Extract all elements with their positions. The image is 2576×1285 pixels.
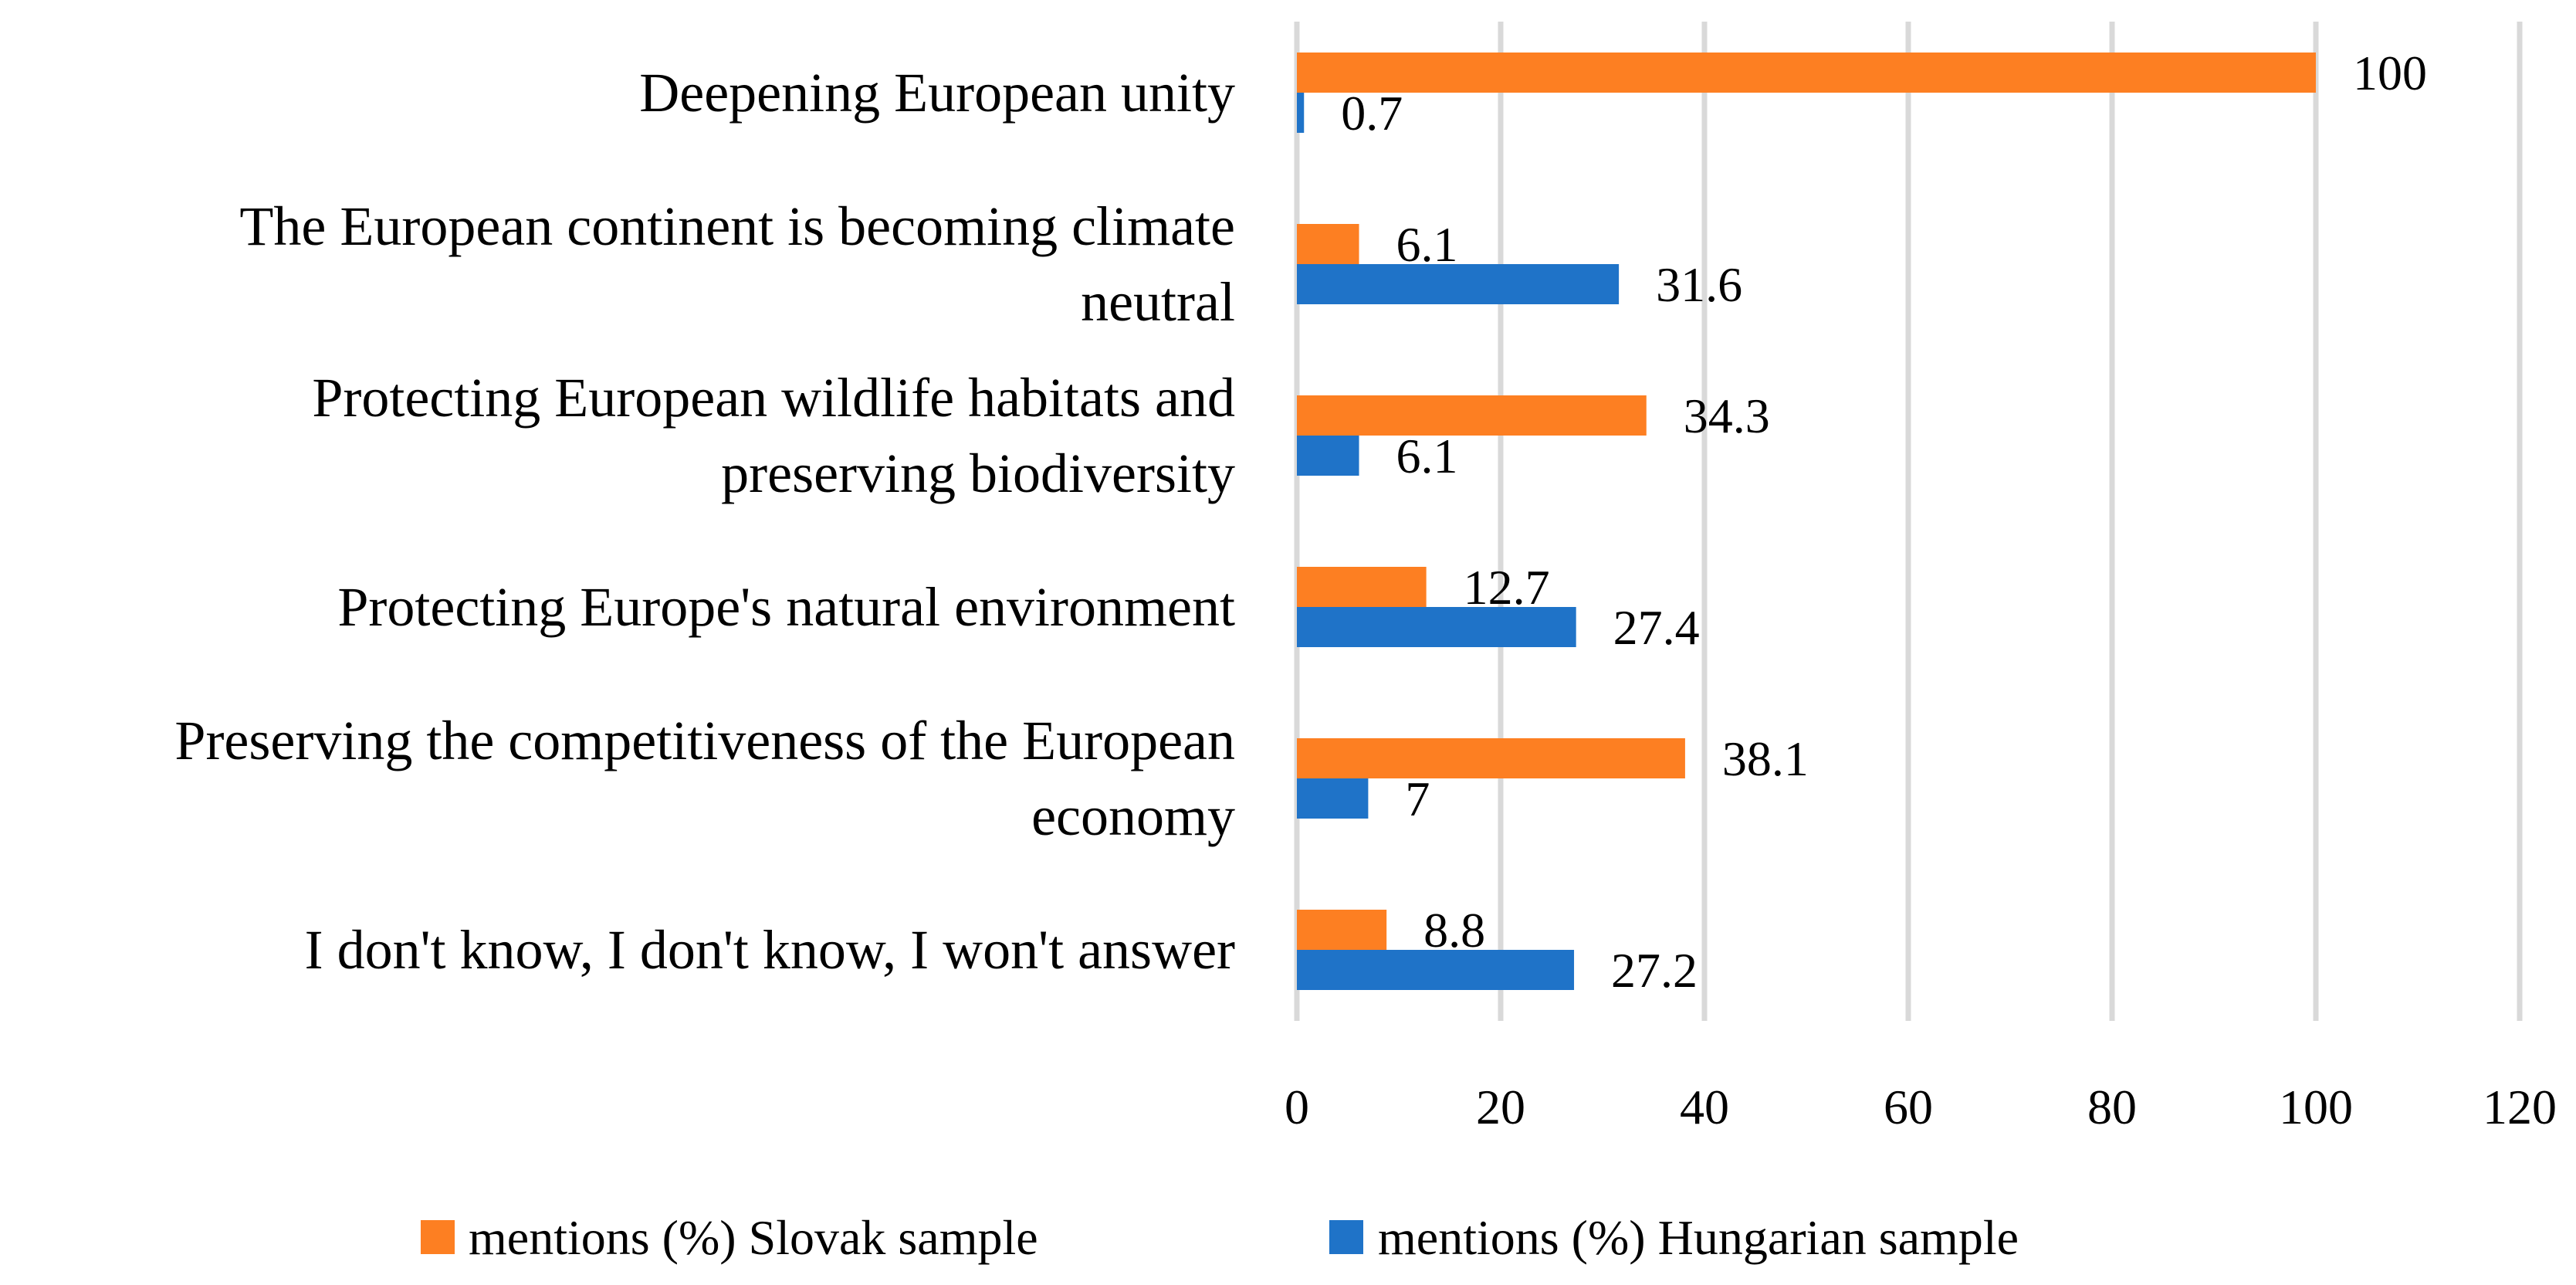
- value-label-hungarian: 27.2: [1611, 943, 1698, 998]
- legend: mentions (%) Slovak sample mentions (%) H…: [421, 1210, 2019, 1265]
- legend-label-slovak: mentions (%) Slovak sample: [469, 1210, 1038, 1265]
- category-label: Protecting Europe's natural environment: [337, 576, 1235, 638]
- x-tick-label: 40: [1680, 1080, 1729, 1134]
- value-label-slovak: 12.7: [1464, 560, 1550, 615]
- category-label: Preserving the competitiveness of the Eu…: [174, 710, 1235, 771]
- value-label-hungarian: 27.4: [1613, 600, 1700, 655]
- bar-hungarian: [1297, 264, 1620, 304]
- bar-hungarian: [1297, 436, 1359, 476]
- legend-swatch-slovak: [421, 1220, 455, 1254]
- category-label: Deepening European unity: [639, 62, 1235, 124]
- category-label: I don't know, I don't know, I won't answ…: [305, 919, 1235, 981]
- bar-hungarian: [1297, 93, 1305, 133]
- x-tick-label: 60: [1884, 1080, 1933, 1134]
- value-label-hungarian: 0.7: [1341, 86, 1403, 141]
- value-label-hungarian: 7: [1405, 771, 1430, 826]
- value-label-slovak: 100: [2353, 46, 2427, 100]
- value-label-slovak: 6.1: [1396, 217, 1458, 272]
- value-label-slovak: 34.3: [1684, 388, 1770, 443]
- gridlines: [1294, 22, 2523, 1021]
- x-tick-label: 0: [1285, 1080, 1309, 1134]
- category-label: economy: [1031, 785, 1235, 847]
- bar-hungarian: [1297, 778, 1369, 819]
- bar-slovak: [1297, 224, 1359, 264]
- value-label-hungarian: 6.1: [1396, 429, 1458, 483]
- category-label: Protecting European wildlife habitats an…: [312, 367, 1235, 429]
- category-label: The European continent is becoming clima…: [239, 195, 1235, 257]
- bar-slovak: [1297, 395, 1647, 436]
- legend-swatch-hungarian: [1329, 1220, 1363, 1254]
- category-labels: Deepening European unity The European con…: [174, 62, 1235, 981]
- bar-slovak: [1297, 738, 1685, 778]
- x-tick-label: 120: [2483, 1080, 2557, 1134]
- x-tick-label: 80: [2087, 1080, 2137, 1134]
- bars: [1297, 53, 2316, 990]
- value-label-hungarian: 31.6: [1656, 257, 1742, 312]
- bar-hungarian: [1297, 607, 1576, 647]
- category-label: preserving biodiversity: [721, 442, 1235, 504]
- bar-hungarian: [1297, 950, 1575, 990]
- x-axis-tick-labels: 0 20 40 60 80 100 120: [1285, 1080, 2557, 1134]
- x-tick-label: 20: [1476, 1080, 1525, 1134]
- value-labels: 100 0.7 6.1 31.6 34.3 6.1 12.7 27.4 38.1 7 8.8 27.2: [1341, 46, 2427, 998]
- value-label-slovak: 38.1: [1722, 731, 1809, 786]
- bar-slovak: [1297, 53, 2316, 93]
- legend-label-hungarian: mentions (%) Hungarian sample: [1378, 1210, 2019, 1265]
- category-label: neutral: [1081, 271, 1235, 333]
- x-tick-label: 100: [2279, 1080, 2353, 1134]
- value-label-slovak: 8.8: [1423, 903, 1485, 958]
- bar-slovak: [1297, 567, 1427, 607]
- bar-slovak: [1297, 910, 1387, 950]
